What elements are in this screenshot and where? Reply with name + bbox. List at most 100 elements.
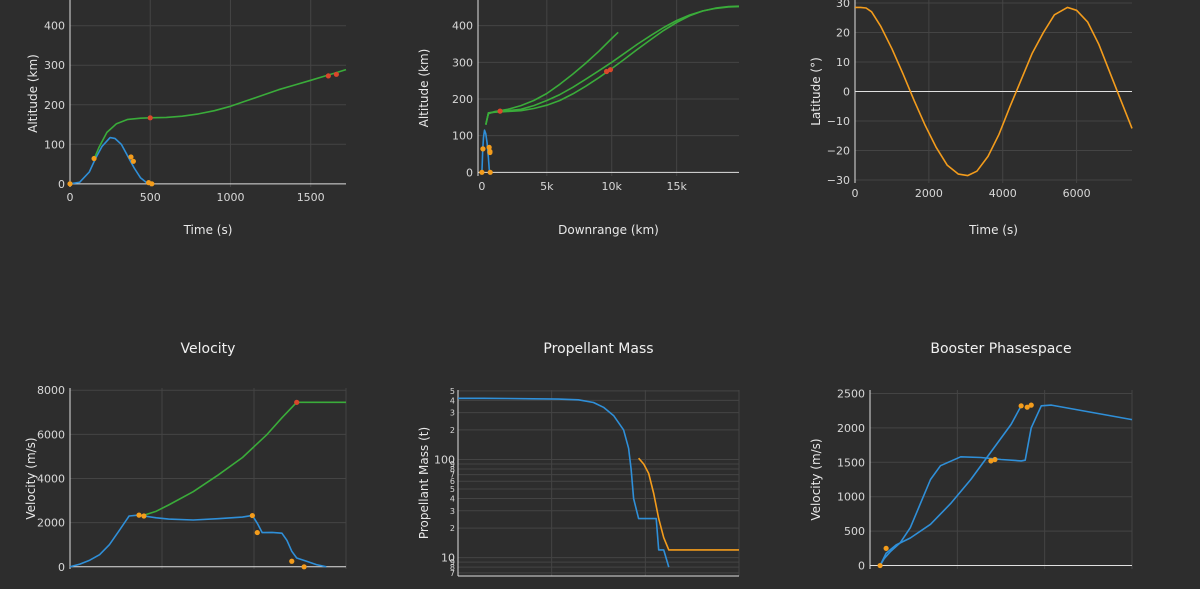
y-axis-label: Altitude (km) [26,54,40,133]
x-axis-label: Time (s) [968,223,1018,237]
y-tick-labels: 0 2000 4000 6000 8000 [37,384,65,574]
event-marker [883,545,889,551]
y-axis-label: Latitude (°) [809,57,823,126]
x-tick-label: 500 [140,191,161,204]
event-marker [1028,402,1034,408]
event-marker [254,529,260,536]
y-axis-label: Altitude (km) [417,49,431,128]
y-tick-label: 300 [452,56,473,69]
y-tick-labels: 0 100 200 300 400 [44,20,65,191]
event-marker [294,399,300,405]
series-line-blue [879,404,1133,567]
x-tick-label: 1000 [216,191,244,204]
event-marker [480,146,486,152]
y-tick-label: 400 [44,20,65,33]
y-tick-label: 10 [441,552,455,565]
chart-title: Booster Phasespace [930,341,1071,357]
x-tick-labels: 0 2000 4000 6000 [852,187,1091,200]
series-line-green [485,5,740,125]
event-marker [91,155,97,162]
series-line-blue [69,136,154,185]
y-tick-label: 200 [44,99,65,112]
event-marker [249,512,255,519]
series-group [855,6,1133,177]
series-line-orange [637,457,739,551]
event-marker [301,564,307,570]
series-group [458,397,739,568]
y-tick-label: 2000 [837,422,865,435]
y-tick-label: 20 [836,26,850,39]
y-tick-label: 8000 [37,384,65,397]
series-group [69,399,346,570]
y-minor-tick-label: 7 [450,471,455,480]
y-minor-tick-label: 4 [450,396,455,405]
y-tick-label: 0 [58,561,65,574]
y-tick-label: 500 [844,525,865,538]
y-tick-label: 6000 [37,428,65,441]
grid [478,0,739,176]
series-line-blue [481,129,491,173]
series-line-green [93,68,347,160]
y-tick-label: 100 [452,130,473,143]
x-tick-label: 0 [852,187,859,200]
event-marker [607,67,614,73]
y-axis-label: Propellant Mass (t) [417,427,431,539]
y-minor-tick-label: 2 [450,524,455,533]
y-tick-label: 0 [843,86,850,99]
series-line-green [141,401,346,517]
x-tick-label: 5k [540,180,554,193]
y-tick-label: 100 [434,453,455,466]
x-tick-label: 2000 [915,187,943,200]
y-minor-tick-label: 5 [450,387,455,396]
x-tick-labels: 0 5k 10k 15k [478,180,687,193]
y-tick-label: 4000 [37,473,65,486]
event-marker [147,115,153,121]
y-tick-label: 300 [44,59,65,72]
y-axis-label: Velocity (m/s) [24,437,38,519]
y-tick-label: 2500 [837,387,865,400]
y-tick-label: −20 [827,145,850,158]
chart-title: Velocity [181,341,236,357]
event-marker [1024,404,1030,410]
series-line-blue [879,405,1022,566]
event-marker [992,456,998,463]
chart-altitude-time: 0 100 200 300 400 0 500 1000 1500 Time (s) Altitud… [26,0,347,237]
y-minor-tick-label: 3 [450,507,455,516]
y-tick-label: 10 [836,56,850,69]
event-marker [497,108,503,114]
grid [70,0,346,187]
y-minor-tick-label: 9 [450,460,455,469]
grid [458,390,740,576]
y-tick-labels: −30 −20 −10 0 10 20 30 [827,0,850,187]
y-tick-label: 400 [452,20,473,33]
y-tick-label: 0 [466,166,473,179]
event-marker [67,181,73,187]
series-group [67,68,347,187]
event-marker [988,458,994,464]
y-axis-label: Velocity (m/s) [809,438,823,520]
event-marker [603,68,610,75]
x-tick-labels: 0 500 1000 1500 [67,191,325,204]
event-marker [487,149,493,156]
series-group [877,402,1133,569]
y-minor-tick-label: 9 [450,558,455,567]
event-marker [479,169,485,175]
y-tick-label: 30 [836,0,850,10]
y-tick-label: 0 [58,178,65,191]
y-minor-tick-label: 3 [450,409,455,418]
y-minor-tick-label: 4 [450,495,455,504]
grid [870,390,1133,569]
y-tick-labels: 0 500 1000 1500 2000 2500 [837,387,865,572]
event-marker [130,158,136,164]
event-marker [1018,403,1024,409]
x-axis-label: Downrange (km) [558,223,659,237]
grid [70,388,347,569]
y-minor-tick-label: 2 [450,426,455,435]
event-marker [487,169,493,175]
series-group [479,5,740,175]
x-tick-label: 15k [666,180,687,193]
y-tick-label: −30 [827,174,850,187]
y-minor-tick-label: 8 [450,465,455,474]
